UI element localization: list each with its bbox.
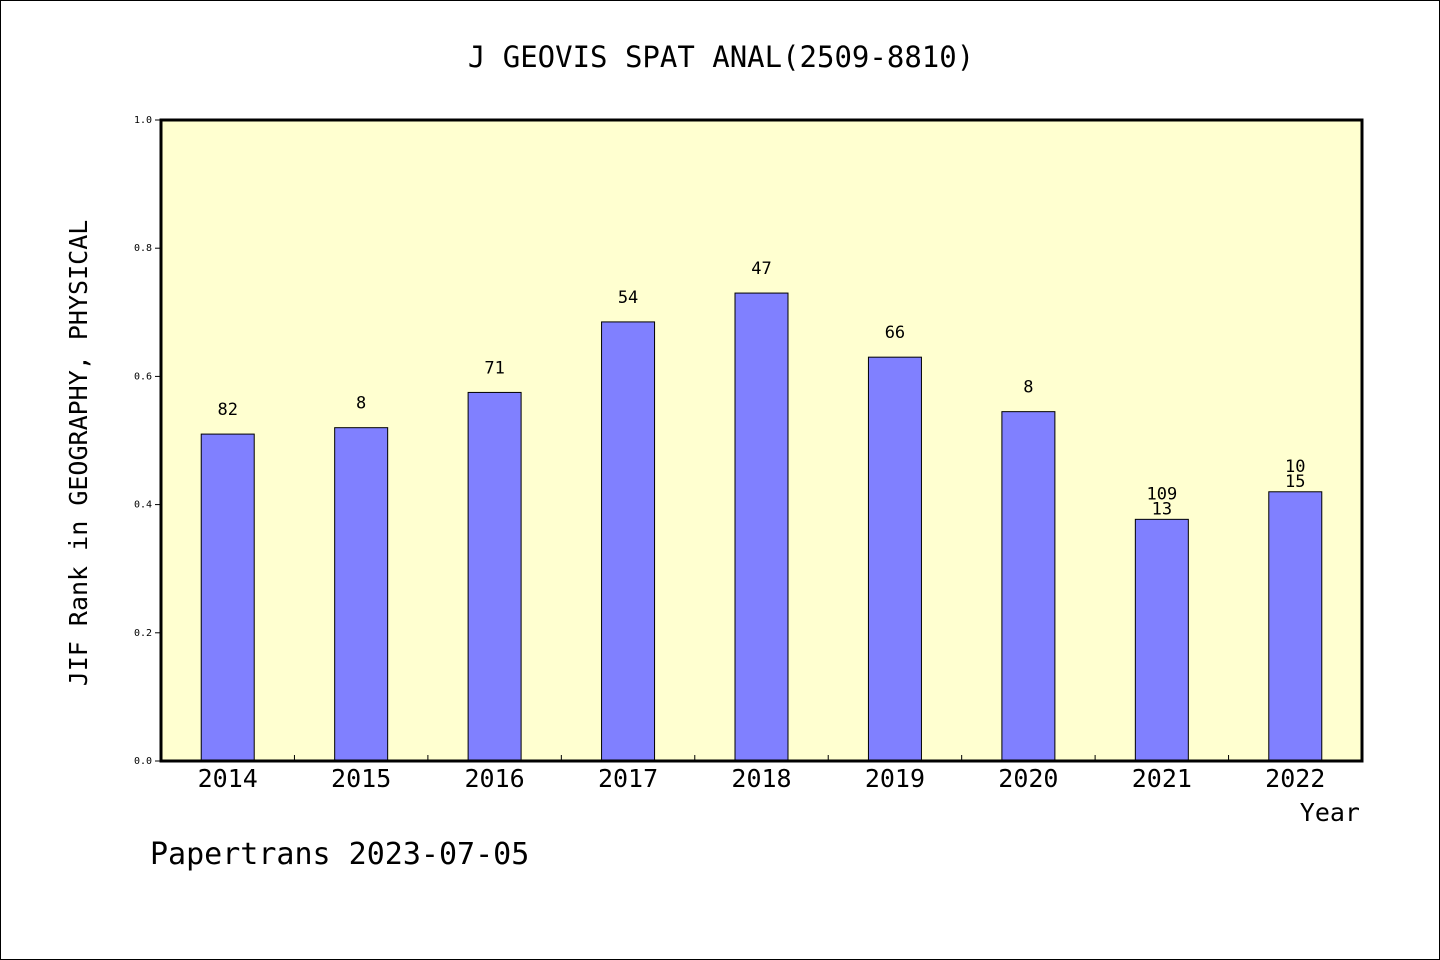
y-axis-label: JIF Rank in GEOGRAPHY, PHYSICAL xyxy=(64,220,93,687)
y-tick-label: 0.2 xyxy=(134,628,152,639)
bar-2020 xyxy=(1001,411,1056,762)
bar-2019 xyxy=(867,356,922,762)
x-tick-label: 2016 xyxy=(465,764,525,793)
y-axis-ticks: 0.0 0.2 0.4 0.6 0.8 1.0 xyxy=(134,115,161,767)
bar-2021 xyxy=(1134,518,1189,762)
bar-2014 xyxy=(200,433,255,762)
x-tick-label: 2019 xyxy=(865,764,925,793)
bar-data-label: 13 xyxy=(1152,499,1172,519)
bar-data-label: 109 xyxy=(1146,484,1177,504)
x-tick-label: 2018 xyxy=(731,764,791,793)
bar-data-label: 47 xyxy=(751,259,771,279)
bar-data-label: 71 xyxy=(484,358,504,378)
bar-2022 xyxy=(1268,491,1323,762)
bar-2015 xyxy=(334,427,389,762)
y-tick-label: 1.0 xyxy=(134,115,152,126)
x-axis-ticks: 2014 2015 2016 2017 2018 2019 2020 2021 2022 xyxy=(198,755,1325,793)
bars-group xyxy=(200,292,1323,762)
y-tick-label: 0.0 xyxy=(134,756,152,767)
bar-data-label: 8 xyxy=(356,394,366,414)
chart-title: J GEOVIS SPAT ANAL(2509-8810) xyxy=(468,40,974,74)
x-axis-label: Year xyxy=(1300,798,1360,827)
bar-2016 xyxy=(467,391,522,762)
bar-data-label: 66 xyxy=(885,323,905,343)
bar-data-label: 82 xyxy=(217,400,237,420)
bar-2018 xyxy=(734,292,789,762)
y-tick-label: 0.6 xyxy=(134,371,152,382)
x-tick-label: 2022 xyxy=(1265,764,1325,793)
bar-data-label: 54 xyxy=(618,288,638,308)
x-tick-label: 2014 xyxy=(198,764,258,793)
footer-credit: Papertrans 2023-07-05 xyxy=(150,837,529,872)
x-tick-label: 2020 xyxy=(998,764,1058,793)
x-tick-label: 2021 xyxy=(1132,764,1192,793)
y-tick-label: 0.8 xyxy=(134,243,152,254)
bar-2017 xyxy=(601,321,656,762)
y-tick-label: 0.4 xyxy=(134,500,152,511)
x-tick-label: 2015 xyxy=(331,764,391,793)
bar-data-label: 8 xyxy=(1023,378,1033,398)
x-tick-label: 2017 xyxy=(598,764,658,793)
plot-border xyxy=(159,118,1364,763)
bar-data-label: 15 xyxy=(1285,472,1305,492)
bar-data-label: 10 xyxy=(1285,457,1305,477)
